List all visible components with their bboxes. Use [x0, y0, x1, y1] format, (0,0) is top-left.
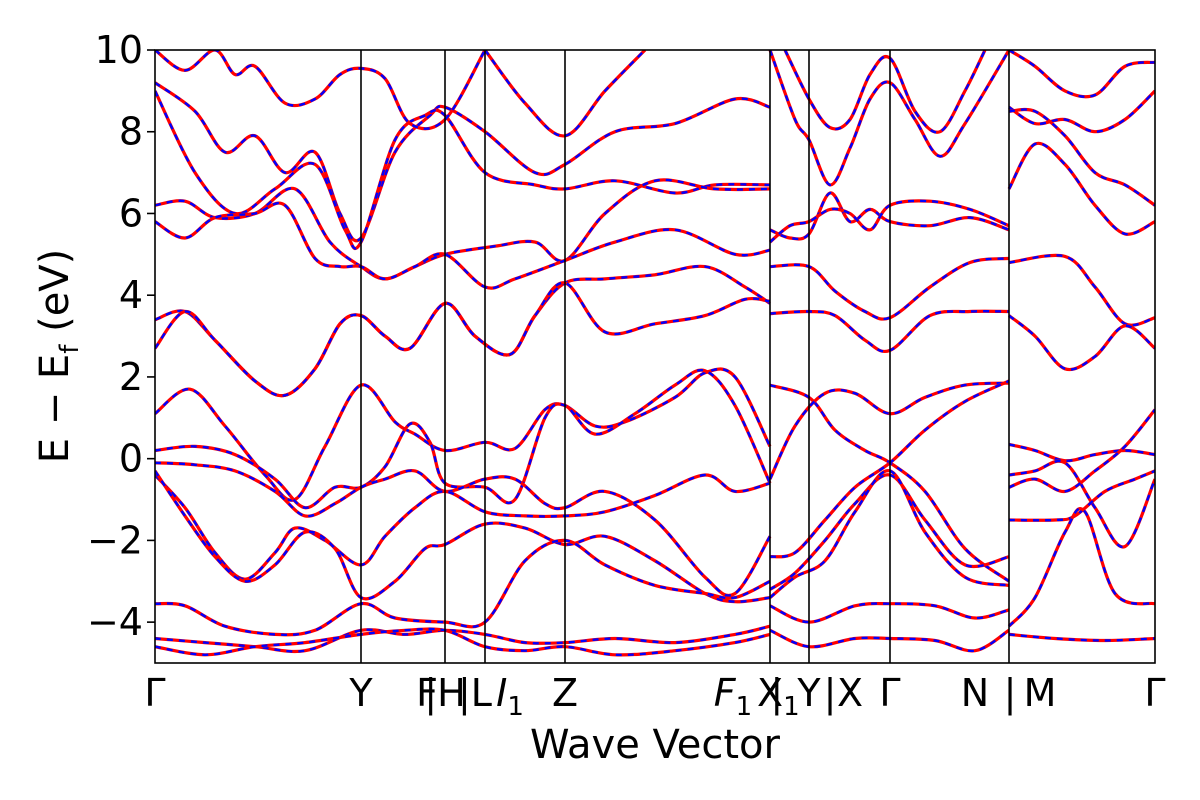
y-axis-label-main: E − E: [32, 354, 78, 464]
band-line-35: [1008, 459, 1155, 549]
y-tick-label-0: −4: [87, 600, 143, 644]
plot-area: [155, 50, 1155, 657]
x-tick-label-15: |: [1004, 671, 1017, 716]
band-line-dashed-37: [1008, 469, 1155, 522]
y-tick-label-3: 2: [119, 355, 143, 399]
y-axis-label: E − Ef (eV): [32, 249, 85, 464]
band-line-dashed-6: [155, 367, 772, 502]
band-line-dashed-40: [1008, 50, 1155, 98]
x-tick-label-14: N: [961, 671, 989, 715]
x-tick-label-11: |: [824, 671, 837, 716]
band-line-14: [155, 50, 487, 131]
band-line-dashed-34: [1008, 443, 1155, 462]
x-tick-label-4: |L: [458, 671, 492, 716]
x-tick-label-17: Γ: [1144, 671, 1165, 715]
y-axis-label-sub: f: [55, 344, 85, 354]
x-tick-label-6: Z: [552, 671, 578, 715]
band-line-dashed-36: [1008, 408, 1155, 493]
band-line-dashed-5: [155, 281, 771, 397]
band-line-dashed-21: [768, 381, 1010, 480]
x-tick-label-10: Y: [796, 671, 821, 715]
band-line-dashed-33: [1008, 314, 1155, 371]
band-line-dashed-15: [484, 50, 646, 138]
y-tick-label-4: 4: [119, 273, 143, 317]
y-tick-label-1: −2: [87, 518, 143, 562]
band-line-38: [1007, 507, 1155, 628]
band-line-dashed-20: [769, 383, 1010, 583]
x-tick-label-0: Γ: [144, 671, 165, 715]
band-line-dashed-9: [155, 473, 771, 581]
band-line-dashed-4: [155, 265, 771, 397]
x-tick-label-9: |1: [770, 671, 799, 722]
x-tick-label-8: X: [757, 671, 783, 715]
x-tick-label-1: Y: [348, 671, 373, 715]
band-line-dashed-18: [769, 257, 1010, 321]
band-line-17: [768, 199, 1010, 244]
x-tick-label-3: |H: [424, 671, 465, 716]
band-line-dashed-29: [1008, 90, 1155, 133]
band-line-4: [155, 264, 771, 398]
band-line-dashed-10: [155, 470, 771, 603]
band-line-dashed-28: [783, 50, 987, 134]
band-line-5: [155, 281, 771, 398]
band-line-dashed-12: [155, 625, 771, 653]
x-tick-label-16: M: [1024, 671, 1057, 715]
y-tick-label-7: 10: [95, 28, 143, 72]
band-line-dashed-24: [769, 469, 1010, 599]
band-line-dashed-16: [769, 191, 1010, 241]
band-line-dashed-1: [155, 90, 771, 250]
band-line-11: [155, 538, 771, 637]
y-tick-label-2: 0: [119, 437, 143, 481]
band-line-dashed-39: [1008, 633, 1155, 642]
band-line-dashed-7: [155, 368, 772, 509]
band-line-28: [783, 50, 987, 134]
band-line-dashed-19: [769, 310, 1010, 353]
x-tick-label-2: F: [416, 671, 438, 715]
band-line-dashed-8: [155, 461, 772, 597]
y-tick-label-6: 8: [119, 110, 143, 154]
band-line-dashed-3: [155, 201, 771, 290]
band-line-32: [1008, 253, 1155, 327]
x-tick-label-7: F1: [714, 671, 752, 722]
band-line-dashed-11: [155, 539, 771, 636]
x-tick-label-12: X: [837, 671, 863, 715]
x-tick-label-5: I1: [496, 671, 524, 722]
plot-frame: [154, 49, 1156, 664]
band-line-dashed-31: [1007, 142, 1155, 236]
band-line-dashed-13: [155, 627, 771, 657]
band-line-9: [155, 473, 771, 581]
band-line-dashed-27: [768, 50, 1011, 187]
band-line-40: [1008, 50, 1155, 99]
y-tick-label-5: 6: [119, 191, 143, 235]
y-axis-label-unit: (eV): [32, 249, 78, 345]
band-line-dashed-32: [1008, 254, 1155, 327]
band-line-3: [155, 201, 771, 290]
x-axis-label: Wave Vector: [530, 722, 781, 768]
x-tick-label-13: Γ: [879, 671, 900, 715]
band-line-dashed-0: [155, 81, 771, 242]
band-line-dashed-35: [1008, 459, 1155, 548]
band-line-dashed-38: [1008, 507, 1155, 628]
band-line-6: [155, 367, 772, 502]
band-line-dashed-14: [155, 50, 487, 130]
band-line-dashed-22: [769, 379, 1010, 558]
band-line-dashed-30: [1008, 108, 1155, 207]
